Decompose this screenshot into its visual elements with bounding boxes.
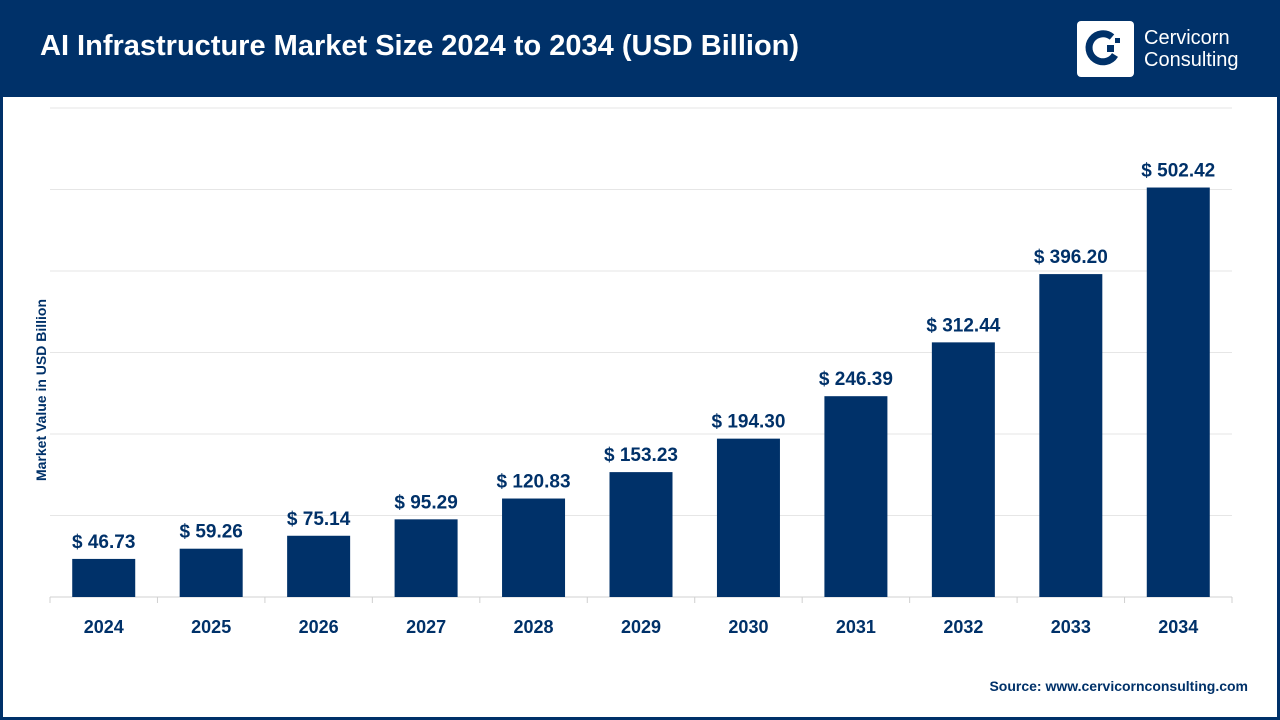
data-label: $ 194.30 [711,412,785,433]
data-label: $ 312.44 [926,315,1000,336]
bar-2027 [394,519,458,597]
brand-name-line1: Cervicorn [1144,27,1230,49]
x-tick-label: 2030 [728,617,768,637]
x-tick-label: 2028 [514,617,554,637]
source-note: Source: www.cervicornconsulting.com [989,678,1248,694]
bar-2024 [72,558,136,597]
bar-2026 [287,535,351,597]
x-tick-label: 2032 [943,617,983,637]
x-tick-label: 2029 [621,617,661,637]
data-label: $ 75.14 [287,509,351,530]
chart-title: AI Infrastructure Market Size 2024 to 20… [40,30,800,62]
bar-2032 [931,342,995,597]
bar-2028 [502,498,566,597]
x-tick-label: 2033 [1051,617,1091,637]
bar-2033 [1039,274,1103,597]
data-label: $ 153.23 [604,445,678,466]
header-banner: AI Infrastructure Market Size 2024 to 20… [0,0,1280,97]
data-label: $ 95.29 [394,492,457,513]
data-label: $ 46.73 [72,532,135,553]
data-label: $ 502.42 [1141,161,1215,182]
data-label: $ 59.26 [179,522,242,543]
bar-2030 [716,438,780,597]
logo-mark-icon [1077,21,1134,77]
x-tick-label: 2027 [406,617,446,637]
bar-2029 [609,472,673,597]
x-tick-label: 2026 [299,617,339,637]
x-tick-label: 2024 [84,617,124,637]
x-tick-label: 2031 [836,617,876,637]
brand-name-line2: Consulting [1144,49,1239,71]
data-label: $ 396.20 [1034,247,1108,268]
x-tick-label: 2034 [1158,617,1198,637]
bar-2034 [1146,187,1210,597]
brand-logo: Cervicorn Consulting [1077,21,1239,77]
data-label: $ 120.83 [497,472,571,493]
data-label: $ 246.39 [819,369,893,390]
bar-2031 [824,396,888,597]
bar-2025 [179,548,243,597]
x-tick-label: 2025 [191,617,231,637]
